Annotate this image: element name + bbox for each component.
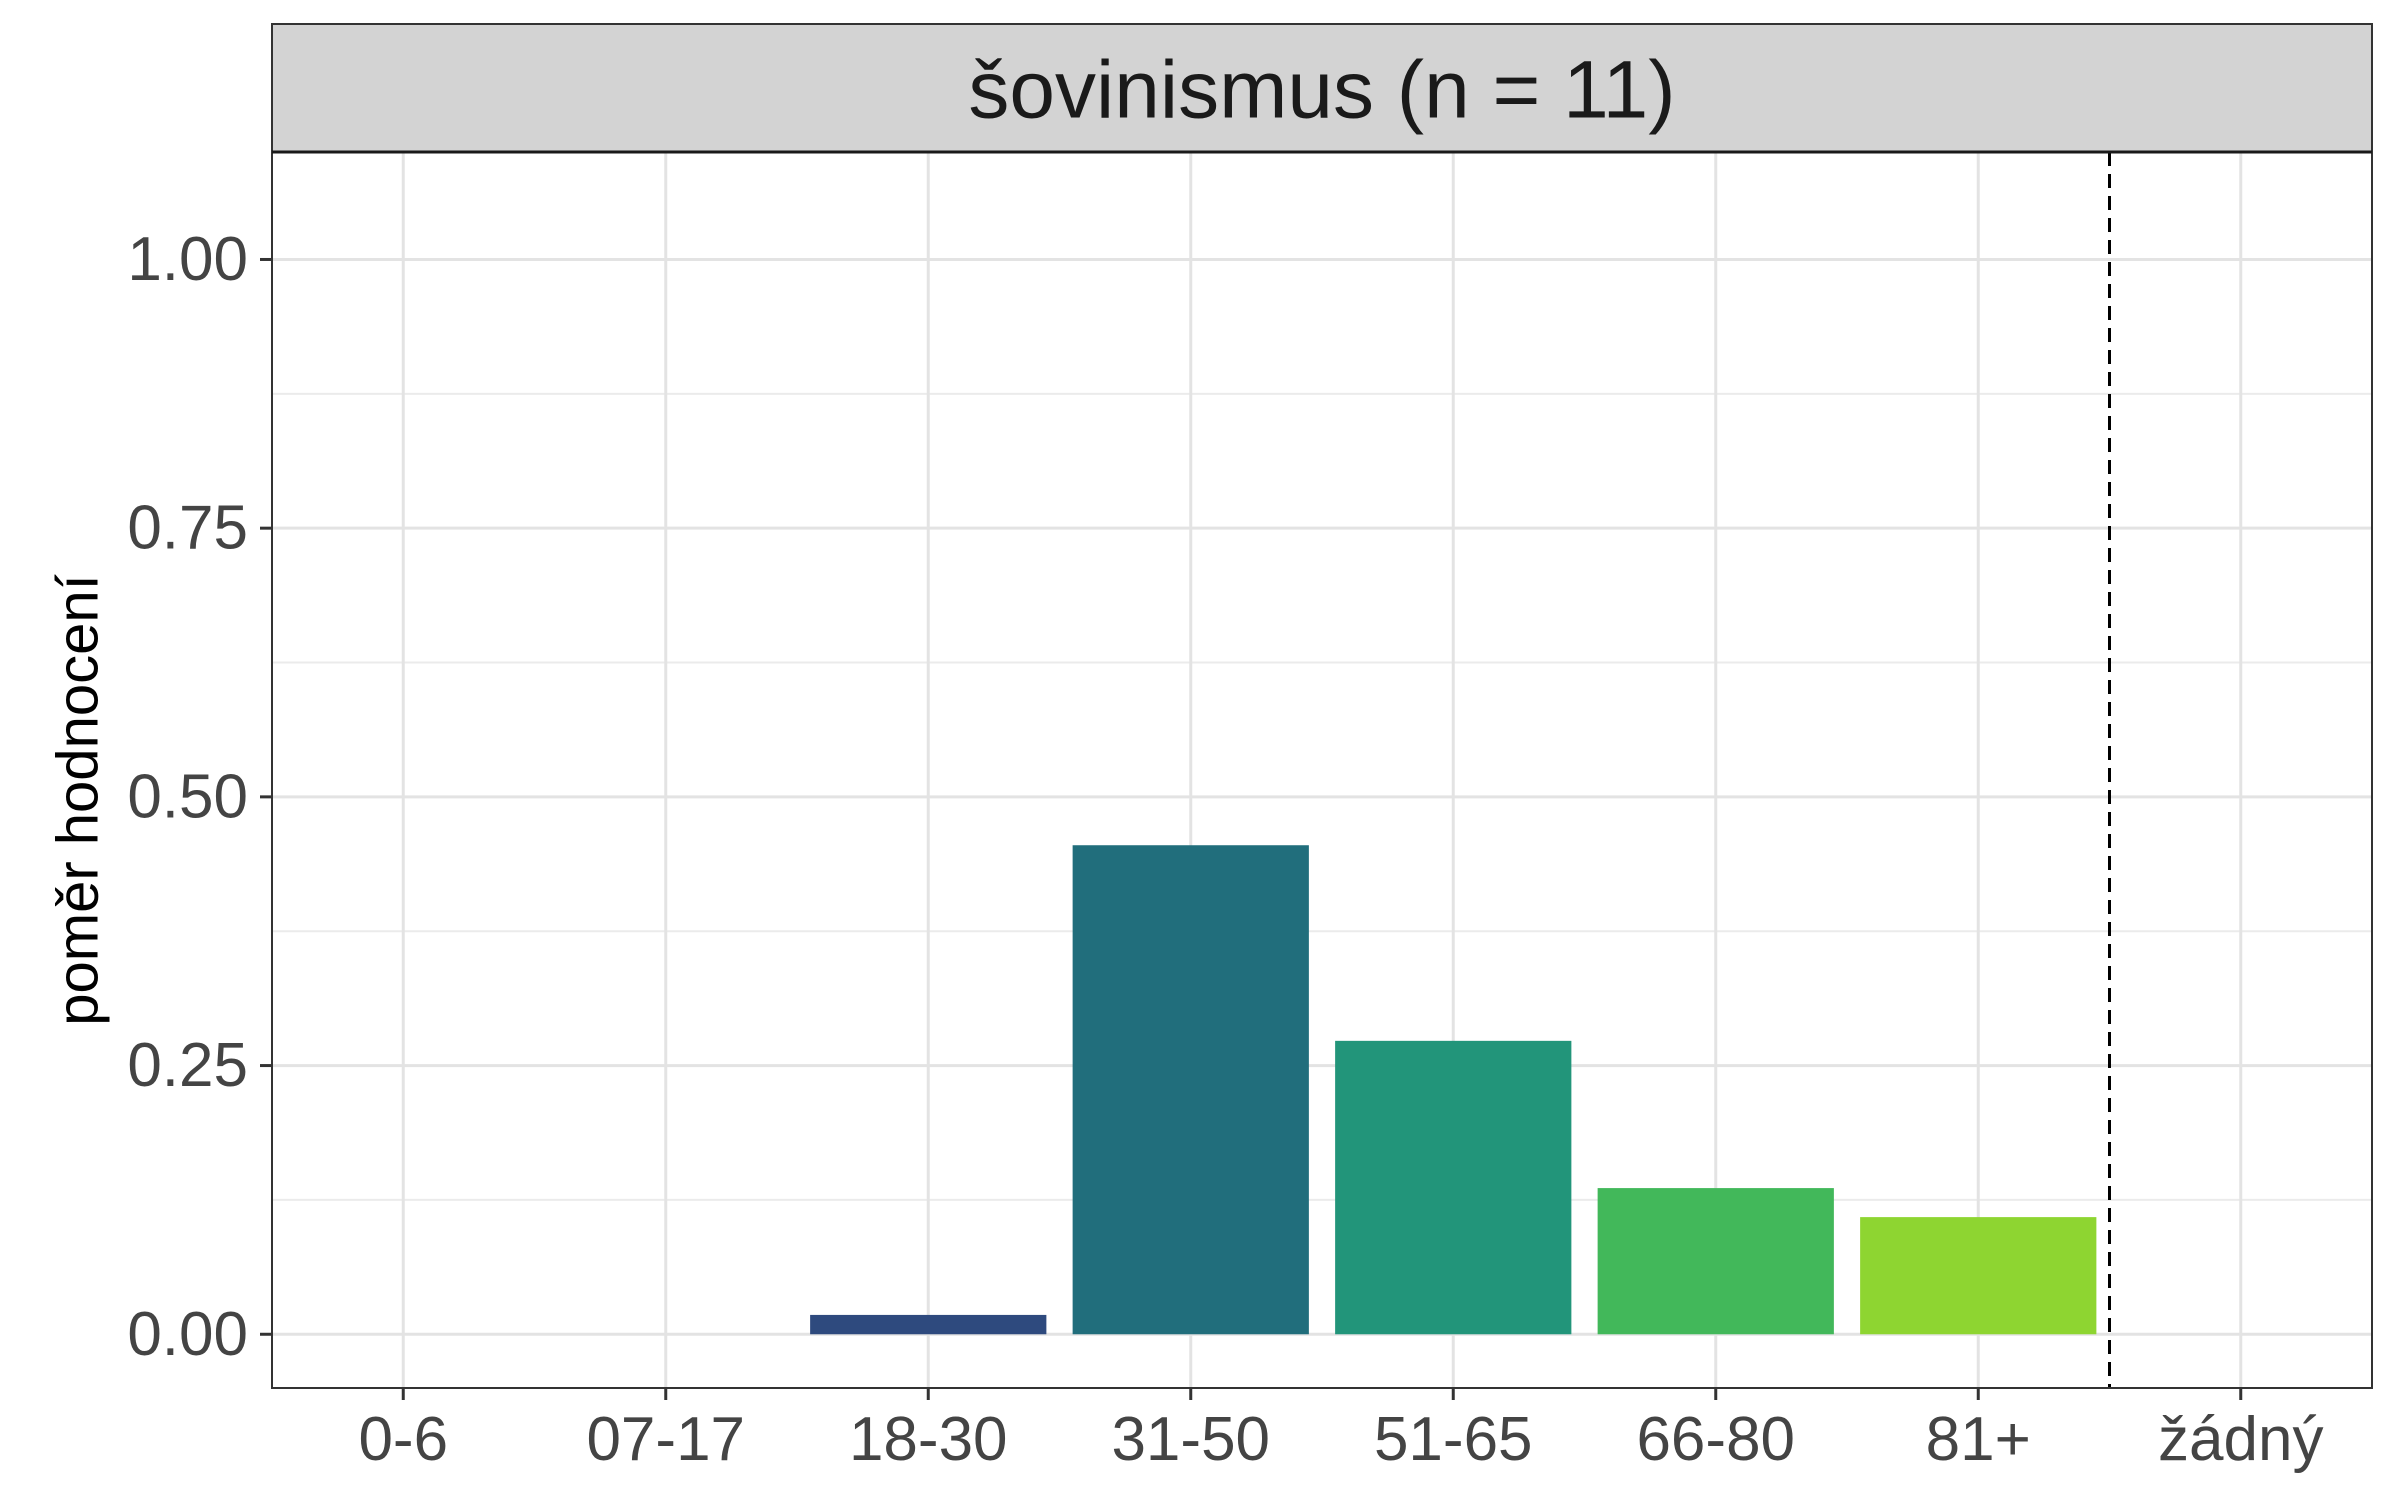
y-axis-title: poměr hodnocení — [46, 574, 111, 1025]
grid — [272, 152, 2372, 1388]
bar-66-80 — [1597, 1188, 1834, 1335]
bars — [810, 845, 2097, 1335]
facet-strip-background — [271, 23, 2373, 153]
facet-strip: šovinismus (n = 11) — [271, 23, 2373, 154]
chart-title: šovinismus (n = 11) — [968, 45, 1675, 136]
bar-18-30 — [810, 1314, 1047, 1335]
y-tick-label: 0.00 — [127, 1300, 248, 1369]
bar-31-50 — [1072, 845, 1309, 1335]
x-tick-label: žádný — [2158, 1405, 2323, 1474]
y-tick-label: 0.25 — [127, 1031, 248, 1100]
x-tick-label: 81+ — [1926, 1405, 2031, 1474]
x-tick-label: 31-50 — [1111, 1405, 1270, 1474]
x-tick-label: 18-30 — [849, 1405, 1008, 1474]
y-tick-label: 0.75 — [127, 494, 248, 563]
x-tick-label: 66-80 — [1636, 1405, 1795, 1474]
x-tick-label: 51-65 — [1374, 1405, 1533, 1474]
x-axis: 0-6 07-17 18-30 31-50 51-65 66-80 81+ žádný — [358, 1388, 2323, 1474]
x-tick-label: 07-17 — [586, 1405, 745, 1474]
x-tick-label: 0-6 — [358, 1405, 448, 1474]
y-tick-label: 0.50 — [127, 762, 248, 831]
y-tick-label: 1.00 — [127, 225, 248, 294]
y-axis: 0.00 0.25 0.50 0.75 1.00 — [127, 225, 272, 1369]
bar-81+ — [1860, 1217, 2097, 1335]
bar-51-65 — [1335, 1040, 1572, 1335]
